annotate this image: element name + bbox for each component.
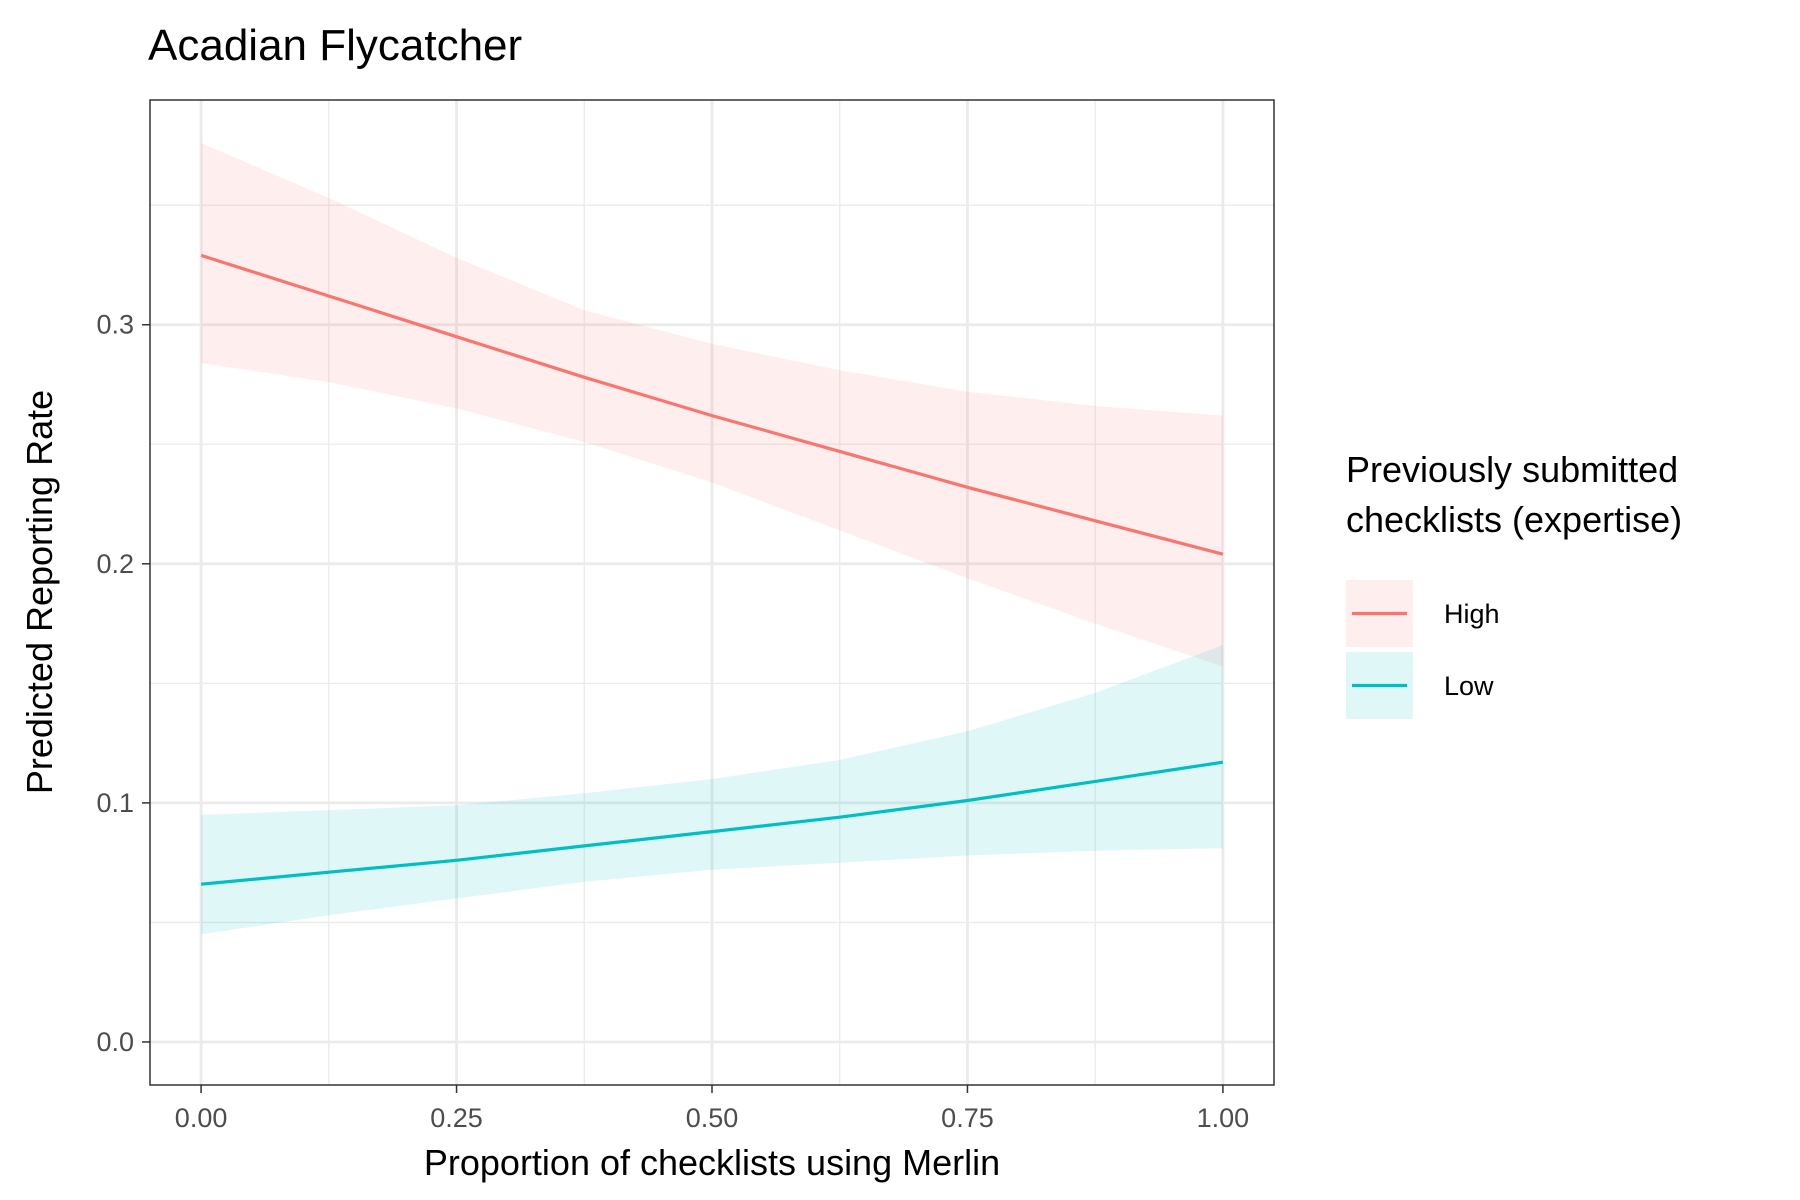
- x-tick-label: 0.75: [941, 1103, 994, 1133]
- y-tick-label: 0.3: [96, 310, 134, 340]
- legend-label-high: High: [1444, 599, 1500, 629]
- ribbon-low: [201, 645, 1223, 935]
- x-tick-label: 0.00: [175, 1103, 228, 1133]
- legend: Previously submitted checklists (experti…: [1346, 449, 1682, 719]
- legend-title-line-1: Previously submitted: [1346, 449, 1678, 490]
- x-axis-title: Proportion of checklists using Merlin: [424, 1142, 1000, 1183]
- legend-item-high: High: [1346, 580, 1500, 647]
- legend-label-low: Low: [1444, 671, 1494, 701]
- series-line-low: [200, 760, 1224, 886]
- y-tick-label: 0.0: [96, 1027, 134, 1057]
- x-axis: 0.00 0.25 0.50 0.75 1.00: [175, 1085, 1249, 1133]
- y-axis-title: Predicted Reporting Rate: [19, 390, 60, 794]
- series-line-high: [200, 253, 1224, 556]
- x-tick-label: 1.00: [1197, 1103, 1250, 1133]
- y-axis: 0.0 0.1 0.2 0.3: [96, 310, 150, 1057]
- chart-title: Acadian Flycatcher: [148, 21, 522, 70]
- legend-title-line-2: checklists (expertise): [1346, 499, 1682, 540]
- x-tick-label: 0.50: [686, 1103, 739, 1133]
- y-tick-label: 0.2: [96, 549, 134, 579]
- legend-item-low: Low: [1346, 652, 1494, 719]
- confidence-ribbons: [201, 143, 1223, 935]
- ribbon-high: [201, 143, 1223, 667]
- grid-major: [150, 100, 1274, 1085]
- series-lines: [200, 253, 1224, 886]
- y-tick-label: 0.1: [96, 788, 134, 818]
- x-tick-label: 0.25: [430, 1103, 483, 1133]
